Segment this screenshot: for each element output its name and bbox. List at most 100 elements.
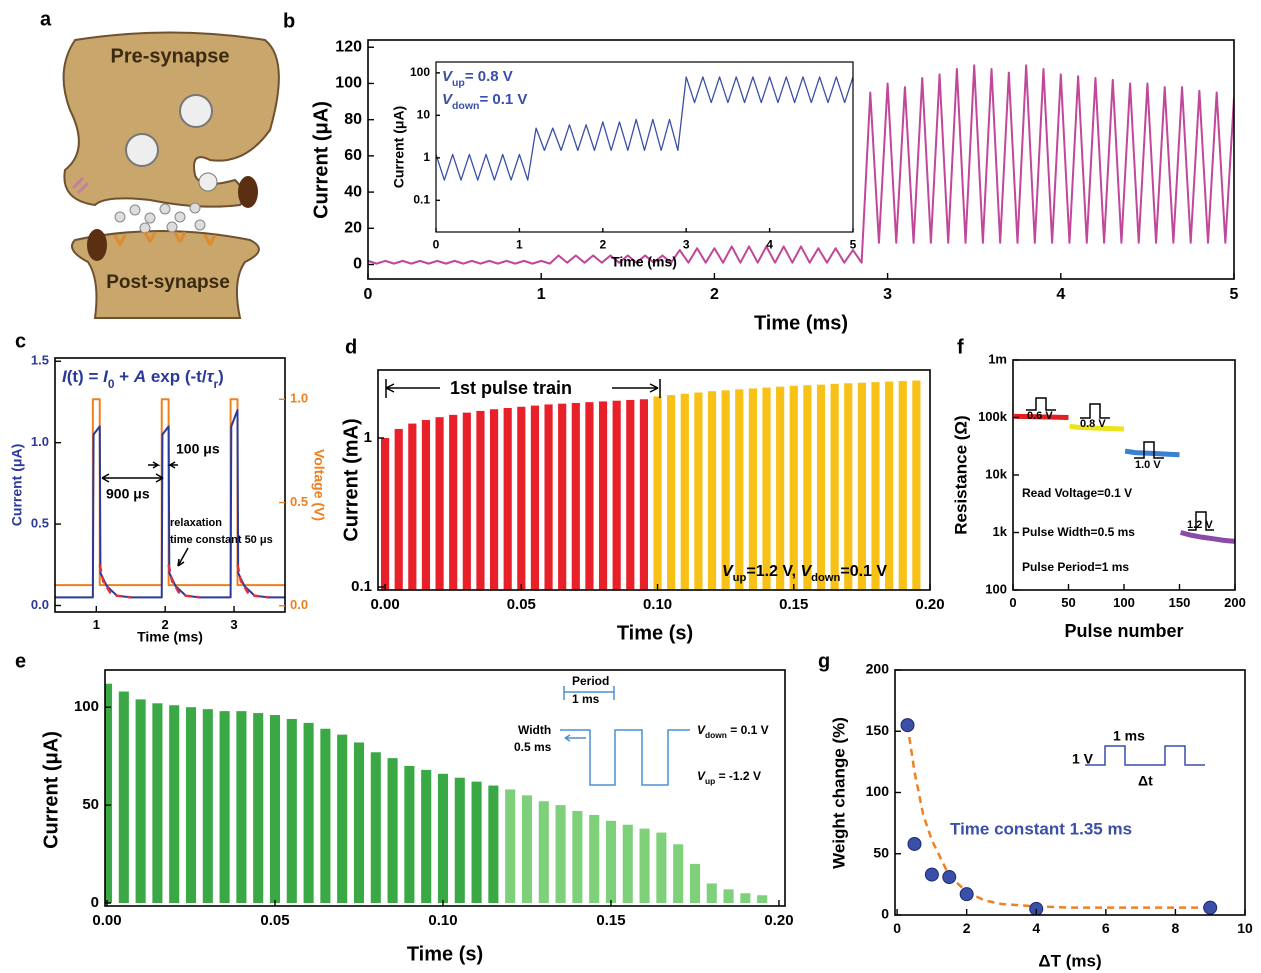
x-tick-label: 100 (1113, 595, 1135, 610)
bar (462, 412, 471, 590)
bar (505, 789, 516, 904)
x-tick-label: 0.15 (779, 596, 808, 613)
annotation: 1 ms (1113, 728, 1145, 744)
series-line (436, 76, 853, 181)
bar (435, 417, 444, 590)
series-line (906, 724, 1211, 909)
annotation: Vdown= 0.1 V (442, 91, 527, 112)
x-tick-label: 5 (850, 237, 857, 251)
bar (689, 863, 700, 904)
y-axis-label: Current (μA) (40, 731, 62, 849)
plot-area (380, 380, 921, 590)
text-part: up (733, 572, 747, 584)
text-part: =1.2 V, (746, 563, 800, 580)
bar (585, 402, 594, 590)
text-part: I (62, 367, 68, 386)
bar (740, 893, 751, 904)
bar (830, 383, 839, 590)
bar (530, 405, 540, 590)
bar (857, 382, 866, 590)
neurotransmitters (114, 202, 206, 234)
bar (735, 389, 744, 590)
annotation: time constant 50 μs (170, 534, 273, 546)
synapse-diagram: a Pre-synapse Post-synapse (40, 8, 280, 319)
bar (236, 711, 247, 904)
series-line (55, 398, 285, 587)
bar (844, 383, 853, 590)
bar (667, 395, 676, 590)
bar (558, 403, 567, 590)
bar (680, 393, 689, 590)
panel-letter: b (283, 10, 295, 32)
bar (612, 400, 621, 590)
channel (87, 229, 107, 261)
annotation: 0.8 V (1080, 418, 1106, 430)
bar (253, 713, 264, 904)
bar (303, 722, 314, 904)
bar (912, 380, 921, 590)
x-tick-label: 5 (1230, 286, 1239, 303)
bar (803, 385, 812, 590)
text-part: 0 (108, 377, 115, 391)
y-tick-label: 0.1 (413, 193, 430, 207)
y-tick-label: 0 (353, 256, 362, 273)
plot-area (105, 683, 768, 904)
vesicle (179, 94, 213, 128)
bar (653, 396, 662, 590)
x-tick-label: 3 (683, 237, 690, 251)
y-axis-label: Current (μA) (9, 444, 25, 526)
bar (471, 781, 482, 904)
bar (404, 765, 415, 904)
x-tick-label: 0.00 (370, 596, 399, 613)
plot-area (1014, 413, 1235, 544)
panel-letter: a (40, 8, 52, 30)
series-line (1069, 423, 1125, 432)
decoration (1080, 403, 1110, 419)
annotation: 1st pulse train (450, 378, 572, 398)
x-tick-label: 2 (599, 237, 606, 251)
decoration (1188, 511, 1214, 531)
bar (337, 734, 348, 904)
bar (639, 828, 650, 904)
x-tick-label: 150 (1169, 595, 1191, 610)
bar (135, 699, 146, 904)
annotation: relaxation (170, 517, 222, 529)
vesicle (198, 172, 218, 192)
panel-letter: c (15, 330, 26, 352)
y-tick-label: 200 (866, 661, 890, 677)
bar (707, 391, 717, 590)
plot-frame (54, 357, 286, 613)
bar (762, 387, 771, 590)
bar (489, 409, 499, 590)
x-tick-label: 3 (230, 617, 237, 632)
channel (71, 176, 90, 195)
x-tick-label: 6 (1102, 920, 1110, 936)
annotation: I(t) = I0 + A exp (-t/τr) (62, 367, 224, 391)
decoration (1085, 745, 1205, 766)
y-axis-label: Resistance (Ω) (951, 415, 970, 534)
bar (517, 406, 526, 590)
x-axis-label: Pulse number (1064, 621, 1183, 641)
bar (544, 404, 553, 590)
bar (421, 769, 432, 904)
y-tick-label: 120 (335, 38, 362, 55)
bar (639, 399, 649, 590)
series-line (1124, 448, 1180, 458)
annotation: Pulse Width=0.5 ms (1022, 525, 1135, 539)
bar (598, 401, 608, 590)
text-part: down (811, 572, 840, 584)
bar (723, 889, 734, 904)
bar (152, 703, 163, 904)
bar (437, 773, 449, 904)
x-tick-label: 0 (893, 920, 901, 936)
text-part: up (705, 776, 715, 786)
bar (885, 381, 894, 590)
y-tick-label: 100 (410, 65, 430, 79)
annotation: Δt (1138, 773, 1153, 789)
bar (488, 785, 499, 904)
y-tick-label: 100 (985, 581, 1007, 596)
bar (789, 385, 798, 590)
x-tick-label: 0.05 (507, 596, 536, 613)
decoration (612, 379, 661, 398)
y-tick-label: 10 (417, 108, 431, 122)
